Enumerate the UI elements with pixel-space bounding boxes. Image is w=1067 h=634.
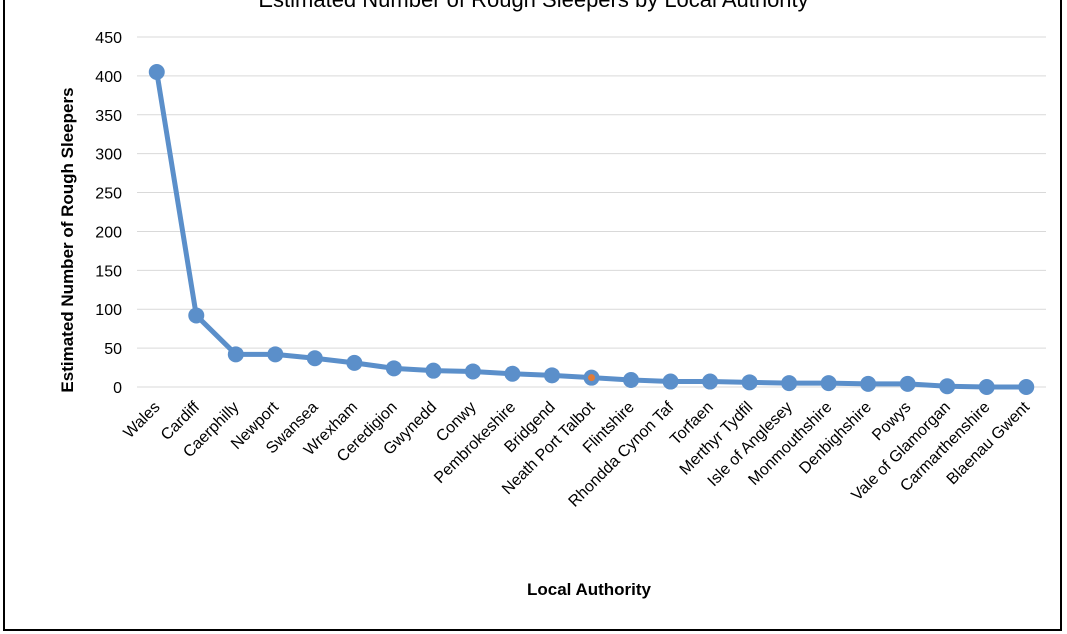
y-tick-label: 350 [95, 108, 122, 125]
data-point [385, 360, 402, 377]
chart-frame [3, 0, 1062, 631]
data-point [623, 372, 640, 388]
data-points [148, 64, 1035, 395]
y-tick-label: 300 [95, 147, 122, 164]
data-point [939, 378, 956, 395]
data-point [346, 354, 363, 371]
series-line [154, 69, 1029, 390]
y-tick-label: 450 [95, 30, 122, 47]
y-tick-label: 250 [95, 186, 122, 203]
chart-title: Estimated Number of Rough Sleepers by Lo… [0, 0, 1067, 13]
data-point [227, 346, 244, 363]
data-point [267, 346, 284, 363]
data-point [188, 307, 205, 324]
gridlines [137, 36, 1046, 388]
data-point [1018, 379, 1035, 395]
y-tick-label: 150 [95, 263, 122, 280]
y-tick-label: 0 [113, 380, 122, 397]
data-point [899, 375, 916, 392]
data-point [148, 64, 165, 80]
data-point [860, 375, 877, 392]
highlight-point [588, 374, 595, 382]
data-point [662, 373, 679, 390]
x-axis-ticks: WalesCardiffCaerphillyNewportSwanseaWrex… [121, 398, 1034, 510]
y-axis-label: Estimated Number of Rough Sleepers [58, 87, 77, 392]
y-tick-label: 200 [95, 224, 122, 241]
data-point [781, 375, 798, 392]
data-point [978, 379, 995, 395]
y-tick-label: 50 [104, 341, 122, 358]
data-point [464, 363, 481, 380]
data-point [820, 375, 837, 392]
y-tick-label: 100 [95, 302, 122, 319]
data-point [543, 367, 560, 384]
x-axis-label: Local Authority [527, 580, 652, 599]
y-axis-ticks: 0 50 100 150 200 250 300 350 400 450 [95, 30, 122, 397]
data-point [741, 374, 758, 391]
data-point [425, 362, 442, 379]
data-point [504, 365, 521, 382]
data-point [306, 350, 323, 367]
data-point [702, 373, 719, 390]
y-tick-label: 400 [95, 69, 122, 86]
x-tick-label: Wales [121, 399, 164, 442]
